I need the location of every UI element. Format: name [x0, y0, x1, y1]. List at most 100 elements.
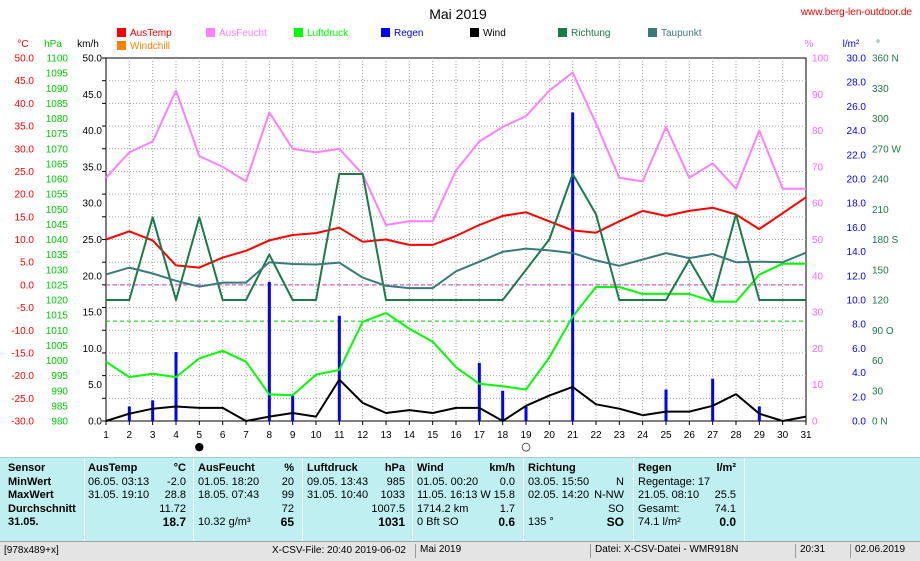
status-bar: [978x489+x] X-CSV-File: 20:40 2019-06-02…: [0, 541, 920, 561]
legend-label: Regen: [394, 28, 423, 39]
rain-tick-label: 12.0: [847, 271, 867, 282]
rain-tick-label: 10.0: [847, 296, 867, 307]
regen-amount: 74.1 l/m²: [638, 516, 681, 528]
pressure-tick-label: 1075: [46, 129, 69, 140]
wind-tick-label: 10.0: [83, 344, 103, 355]
luftdruck-max-value: 1033: [380, 489, 405, 501]
col-regen: Regen l/m² Regentage: 17 21.05. 08:10 25.5…: [638, 462, 740, 530]
rain-tick-label: 6.0: [852, 344, 866, 355]
wind-tick-label: 35.0: [83, 162, 103, 173]
rain-bar: [501, 390, 505, 421]
x-tick-label: 2: [127, 430, 133, 441]
pressure-tick-label: 1090: [46, 84, 69, 95]
temp-tick-label: 5.0: [20, 258, 34, 269]
x-tick-label: 24: [637, 430, 649, 441]
rain-bar: [291, 395, 295, 421]
temp-tick-label: 50.0: [15, 54, 35, 65]
ausfeucht-min-value: 20: [281, 475, 294, 488]
temp-tick-label: -30.0: [11, 417, 34, 428]
pressure-tick-label: 1100: [46, 54, 68, 65]
humidity-tick-label: 80: [812, 126, 824, 137]
direction-tick-label: 150: [872, 265, 889, 276]
x-tick-label: 18: [497, 430, 509, 441]
ausfeucht-max-value: 99: [281, 489, 294, 501]
richtung-min-value: N: [616, 475, 624, 488]
pressure-tick-label: 1000: [46, 356, 69, 367]
x-tick-label: 30: [777, 430, 789, 441]
wind-min-time: 01.05. 00:20: [417, 475, 479, 488]
pressure-tick-label: 1070: [46, 144, 69, 155]
wind-tick-label: 30.0: [83, 199, 103, 210]
pressure-tick-label: 1045: [46, 220, 69, 231]
humidity-tick-label: 50: [812, 235, 824, 246]
chart-grid: [105, 57, 807, 422]
row-label-avg: Durchschnitt: [8, 502, 76, 515]
legend-label: AusTemp: [130, 28, 172, 39]
austemp-unit: °C: [173, 462, 186, 474]
regen-current: 0.0: [719, 515, 736, 529]
austemp-min-value: -2.0: [167, 475, 186, 488]
chart-legend: AusTemp Windchill AusFeucht Luftdruck Regen W…: [117, 28, 702, 52]
richtung-current: SO: [606, 515, 624, 529]
ausfeucht-max-time: 18.05. 07:43: [198, 489, 260, 501]
luftdruck-title: Luftdruck: [307, 462, 358, 474]
direction-tick-label: 90 O: [872, 326, 894, 337]
pressure-tick-label: 1060: [46, 175, 69, 186]
temp-axis-label: °C: [17, 39, 28, 50]
series-line-ausfeucht: [105, 71, 806, 226]
x-tick-label: 5: [197, 430, 203, 441]
rain-bar: [571, 112, 575, 421]
luftdruck-min-value: 985: [386, 475, 405, 488]
series-line-taupunkt: [105, 247, 807, 290]
richtung-avg: SO: [608, 502, 624, 515]
x-tick-label: 16: [450, 430, 462, 441]
temp-tick-label: 10.0: [15, 235, 35, 246]
direction-tick-label: 330: [872, 84, 889, 95]
wind-tick-label: 20.0: [83, 271, 103, 282]
col-austemp: AusTemp °C 06.05. 03:13 -2.0 31.05. 19:10 2…: [88, 462, 190, 530]
col-richtung: Richtung 03.05. 15:50 N 02.05. 14:20 N-NW …: [528, 462, 628, 530]
rain-bar: [151, 400, 155, 421]
legend-swatch: [470, 28, 479, 37]
rain-bar: [477, 362, 481, 421]
pressure-tick-label: 980: [51, 417, 68, 428]
austemp-title: AusTemp: [88, 462, 138, 474]
pressure-tick-label: 1055: [46, 190, 69, 201]
pressure-tick-label: 1020: [46, 296, 69, 307]
website-label: www.berg-len-outdoor.de: [800, 7, 913, 18]
x-tick-label: 11: [334, 430, 345, 441]
row-label-sensor: Sensor: [8, 462, 46, 474]
direction-tick-label: 0 N: [872, 417, 888, 428]
rain-bar: [664, 389, 668, 421]
chart-title: Mai 2019: [429, 6, 487, 22]
x-tick-label: 28: [730, 430, 742, 441]
regen-days: Regentage: 17: [638, 475, 711, 488]
pressure-tick-label: 1005: [46, 341, 69, 352]
x-tick-label: 7: [243, 430, 249, 441]
temp-tick-label: 30.0: [15, 144, 35, 155]
legend-label: Windchill: [130, 41, 170, 52]
rain-tick-label: 22.0: [847, 150, 867, 161]
pressure-tick-label: 1040: [46, 235, 69, 246]
richtung-degrees: 135 °: [528, 516, 554, 528]
row-label-min: MinWert: [8, 475, 52, 488]
rain-bar: [174, 352, 178, 421]
humidity-tick-label: 40: [812, 271, 824, 282]
rain-tick-label: 26.0: [847, 102, 867, 113]
humidity-tick-label: 70: [812, 162, 824, 173]
wind-max-value: 15.8: [493, 489, 515, 501]
regen-max-value: 25.5: [714, 489, 736, 501]
pressure-tick-label: 990: [51, 386, 68, 397]
legend-label: Richtung: [571, 28, 610, 39]
direction-tick-label: 270 W: [872, 144, 901, 155]
col-luftdruck: Luftdruck hPa 09.05. 13:43 985 31.05. 10:4…: [307, 462, 407, 530]
status-date: 02.06.2019: [850, 544, 905, 558]
pressure-tick-label: 1010: [46, 326, 69, 337]
x-tick-label: 13: [380, 430, 392, 441]
wind-min-value: 0.0: [499, 475, 515, 488]
ausfeucht-current: 65: [280, 515, 294, 529]
x-tick-label: 17: [474, 430, 486, 441]
direction-tick-label: 240: [872, 175, 889, 186]
pressure-tick-label: 1065: [46, 159, 69, 170]
wind-tick-label: 45.0: [83, 90, 103, 101]
